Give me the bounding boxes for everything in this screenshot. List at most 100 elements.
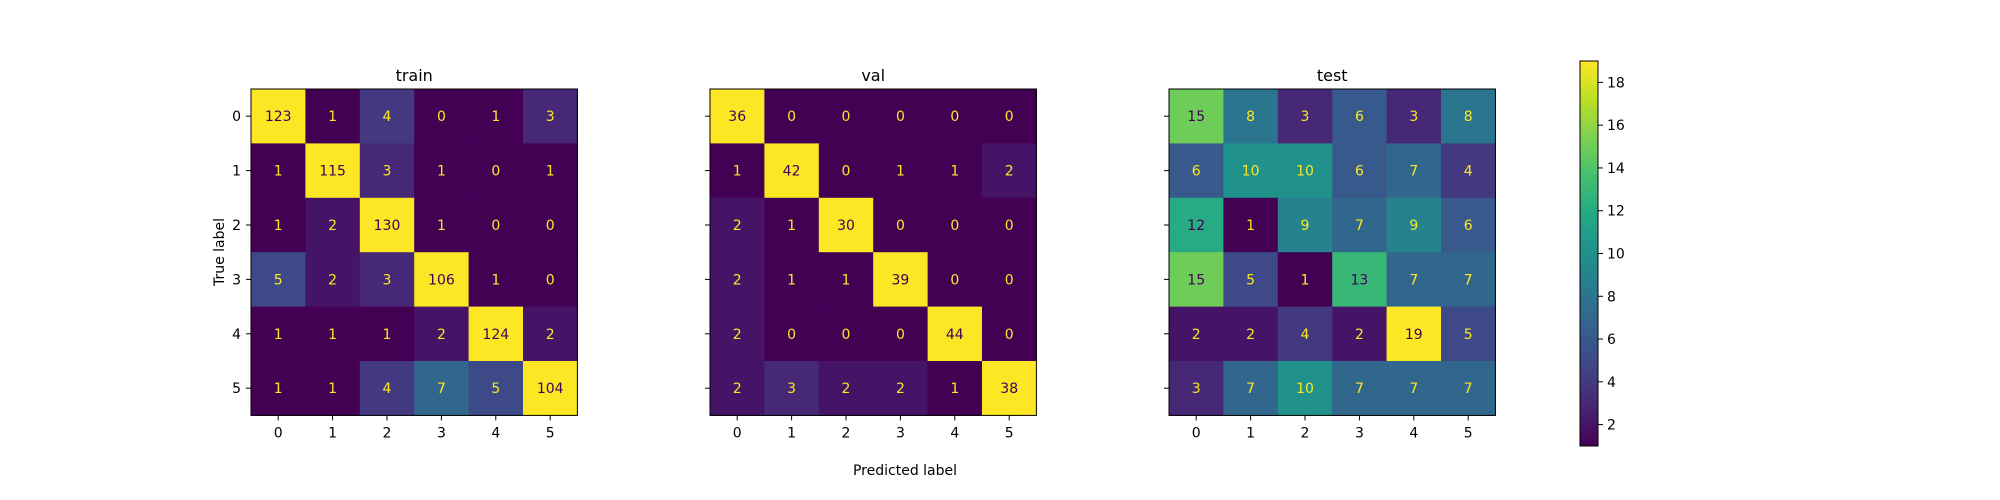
cell-value-label: 0: [842, 164, 851, 180]
cell-value-label: 1: [491, 109, 500, 125]
cell-value-label: 0: [1005, 327, 1014, 343]
heatmap-cell: [927, 361, 983, 416]
heatmap-cell: [873, 252, 929, 308]
heatmap-cell: [1332, 361, 1388, 416]
cell-value-label: 1: [437, 218, 446, 234]
heatmap-cell: [1441, 306, 1496, 362]
heatmap-cell: [468, 89, 524, 144]
cell-value-label: 124: [482, 327, 509, 343]
heatmap-cell: [1386, 306, 1442, 362]
cell-value-label: 130: [374, 218, 401, 234]
heatmap-cell: [1441, 89, 1496, 144]
x-tick-label: 0: [733, 425, 742, 441]
heatmap-cell: [468, 252, 524, 308]
heatmap-cell: [359, 252, 415, 308]
cell-value-label: 44: [946, 327, 964, 343]
cell-value-label: 9: [1301, 218, 1310, 234]
cell-value-label: 0: [950, 272, 959, 288]
heatmap-cell: [1223, 143, 1279, 199]
colorbar-tick-label: 16: [1607, 118, 1625, 134]
heatmap-cell: [359, 361, 415, 416]
heatmap-cell: [414, 89, 470, 144]
cell-value-label: 5: [1464, 327, 1473, 343]
cell-value-label: 1: [274, 381, 283, 397]
cell-value-label: 2: [733, 381, 742, 397]
axes-frame: [709, 88, 1037, 416]
cell-value-label: 2: [733, 272, 742, 288]
heatmap-cell: [251, 197, 306, 253]
cell-value-label: 0: [896, 109, 905, 125]
heatmap-cell: [1386, 252, 1442, 308]
heatmap-cell: [1332, 252, 1388, 308]
heatmap-cell: [764, 143, 820, 199]
cell-value-label: 2: [1355, 327, 1364, 343]
heatmap-cell: [982, 361, 1037, 416]
x-tick-label: 2: [383, 425, 392, 441]
heatmap-cell: [710, 197, 765, 253]
cell-value-label: 0: [787, 327, 796, 343]
y-tick-label: 0: [232, 109, 241, 125]
heatmap-cell: [359, 306, 415, 362]
heatmap-cell: [523, 197, 578, 253]
cell-value-label: 106: [428, 272, 455, 288]
heatmap-cell: [710, 89, 765, 144]
cell-value-label: 123: [265, 109, 292, 125]
cell-value-label: 5: [1246, 272, 1255, 288]
axes-frame: [250, 88, 578, 416]
heatmap-cell: [1277, 252, 1333, 308]
cell-value-label: 39: [891, 272, 909, 288]
heatmap-cell: [1169, 306, 1224, 362]
heatmap-cell: [359, 197, 415, 253]
heatmap-cell: [1277, 143, 1333, 199]
heatmap-cell: [1169, 197, 1224, 253]
heatmap-cell: [1277, 306, 1333, 362]
y-tick-label: 4: [232, 327, 241, 343]
cell-value-label: 1: [1246, 218, 1255, 234]
heatmap-cell: [1441, 252, 1496, 308]
x-tick-label: 5: [1005, 425, 1014, 441]
cell-value-label: 3: [787, 381, 796, 397]
heatmap-cell: [468, 197, 524, 253]
cell-value-label: 2: [1246, 327, 1255, 343]
cell-value-label: 10: [1296, 381, 1314, 397]
x-tick-label: 0: [274, 425, 283, 441]
panel-title: test: [1317, 66, 1348, 85]
cell-value-label: 2: [842, 381, 851, 397]
heatmap-cell: [1386, 143, 1442, 199]
cell-value-label: 3: [383, 272, 392, 288]
cell-value-label: 15: [1187, 109, 1205, 125]
x-axis-label: Predicted label: [853, 463, 957, 479]
heatmap-cell: [1223, 252, 1279, 308]
x-tick-label: 3: [437, 425, 446, 441]
cell-value-label: 7: [1409, 381, 1418, 397]
cell-value-label: 12: [1187, 218, 1205, 234]
heatmap-cell: [982, 89, 1037, 144]
colorbar-tick-label: 14: [1607, 161, 1625, 177]
heatmap-cell: [927, 143, 983, 199]
cell-value-label: 7: [1355, 218, 1364, 234]
cell-value-label: 2: [733, 327, 742, 343]
heatmap-cell: [1386, 89, 1442, 144]
cell-value-label: 3: [1192, 381, 1201, 397]
cell-value-label: 3: [1301, 109, 1310, 125]
heatmap-cell: [1223, 306, 1279, 362]
cell-value-label: 36: [728, 109, 746, 125]
heatmap-cell: [414, 252, 470, 308]
cell-value-label: 0: [1005, 109, 1014, 125]
heatmap-cell: [710, 252, 765, 308]
cell-value-label: 115: [319, 164, 346, 180]
cell-value-label: 7: [1464, 272, 1473, 288]
cell-value-label: 2: [328, 272, 337, 288]
cell-value-label: 0: [787, 109, 796, 125]
heatmap-cell: [523, 252, 578, 308]
panel-title: val: [861, 66, 885, 85]
heatmap-cell: [818, 89, 874, 144]
heatmap-cell: [927, 252, 983, 308]
cell-value-label: 0: [546, 218, 555, 234]
heatmap-cell: [359, 89, 415, 144]
cell-value-label: 1: [328, 109, 337, 125]
heatmap-cell: [1386, 361, 1442, 416]
cell-value-label: 3: [383, 164, 392, 180]
colorbar-tick-label: 10: [1607, 247, 1625, 263]
